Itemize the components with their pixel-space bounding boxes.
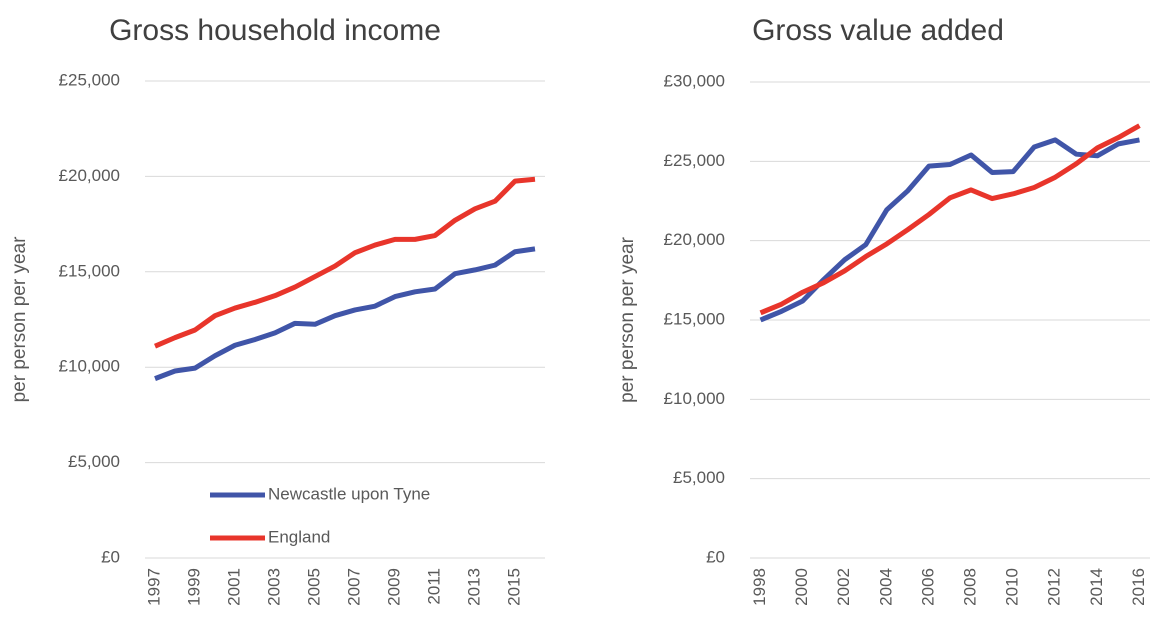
y-tick-label: £0 xyxy=(101,547,120,566)
y-tick-label: £30,000 xyxy=(664,71,725,90)
x-tick-label: 2002 xyxy=(834,568,853,606)
x-tick-label: 2007 xyxy=(344,568,363,606)
y-tick-label: £25,000 xyxy=(59,70,120,89)
x-tick-label: 2015 xyxy=(504,568,523,606)
x-tick-label: 2014 xyxy=(1087,568,1106,606)
x-tick-label: 2016 xyxy=(1129,568,1148,606)
x-tick-label: 1997 xyxy=(144,568,163,606)
legend-label: Newcastle upon Tyne xyxy=(268,484,430,503)
y-axis-title: per person per year xyxy=(9,236,30,402)
y-tick-label: £5,000 xyxy=(68,452,120,471)
x-tick-label: 2003 xyxy=(264,568,283,606)
legend-label: England xyxy=(268,527,330,546)
chart-title: Gross value added xyxy=(752,14,1004,47)
x-tick-label: 2008 xyxy=(961,568,980,606)
chart-title: Gross household income xyxy=(109,14,441,47)
y-axis-title: per person per year xyxy=(617,236,638,402)
x-tick-label: 2010 xyxy=(1003,568,1022,606)
y-tick-label: £10,000 xyxy=(59,357,120,376)
y-tick-label: £20,000 xyxy=(664,230,725,249)
y-tick-label: £5,000 xyxy=(673,468,725,487)
x-tick-label: 2000 xyxy=(792,568,811,606)
y-tick-label: £25,000 xyxy=(664,151,725,170)
y-tick-label: £15,000 xyxy=(59,261,120,280)
x-tick-label: 2004 xyxy=(876,568,895,606)
x-tick-label: 2009 xyxy=(384,568,403,606)
x-tick-label: 2005 xyxy=(304,568,323,606)
series-line xyxy=(154,176,536,349)
x-tick-label: 1998 xyxy=(750,568,769,606)
y-tick-label: £20,000 xyxy=(59,166,120,185)
y-tick-label: £0 xyxy=(706,547,725,566)
x-tick-label: 2011 xyxy=(424,568,443,605)
x-tick-label: 2012 xyxy=(1045,568,1064,606)
x-tick-label: 1999 xyxy=(184,568,203,606)
series-line xyxy=(759,137,1140,323)
series-line xyxy=(759,123,1141,316)
y-tick-label: £15,000 xyxy=(664,309,725,328)
x-tick-label: 2013 xyxy=(464,568,483,606)
x-tick-label: 2006 xyxy=(918,568,937,606)
x-tick-label: 2001 xyxy=(224,568,243,606)
series-line xyxy=(154,246,536,381)
y-tick-label: £10,000 xyxy=(664,389,725,408)
